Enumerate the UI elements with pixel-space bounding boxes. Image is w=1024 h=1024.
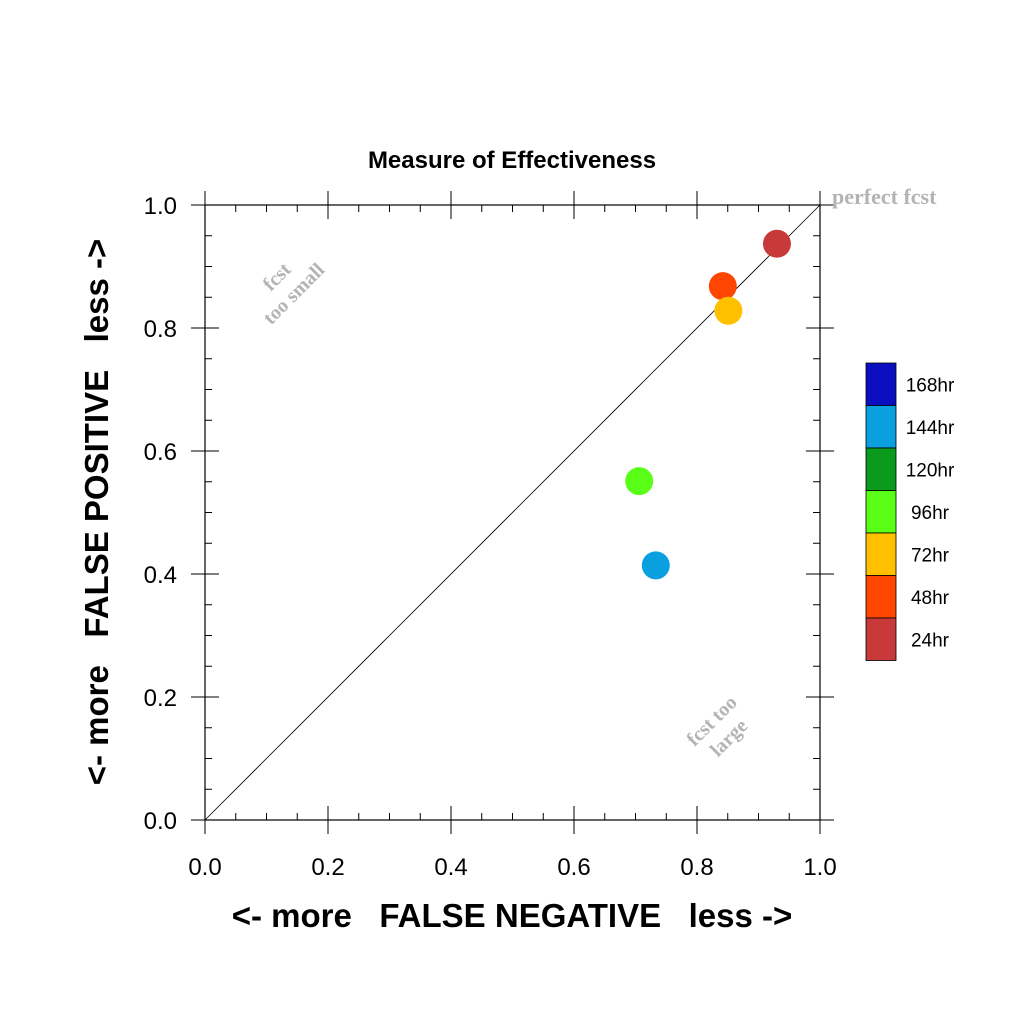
- x-tick-labels: 0.0 0.2 0.4 0.6 0.8 1.0: [188, 854, 836, 881]
- chart-title: Measure of Effectiveness: [368, 147, 656, 174]
- y-tick-label: 0.6: [144, 439, 177, 466]
- legend-swatch-168hr: [865, 362, 897, 406]
- legend-swatch-144hr: [865, 405, 897, 449]
- y-tick-labels: 0.0 0.2 0.4 0.6 0.8 1.0: [144, 193, 177, 835]
- legend-swatch-120hr: [865, 447, 897, 491]
- legend-label-24hr: 24hr: [911, 630, 950, 651]
- legend-swatch-24hr: [865, 617, 897, 661]
- x-tick-label: 0.2: [311, 854, 344, 881]
- legend-label-96hr: 96hr: [911, 503, 950, 524]
- legend-label-48hr: 48hr: [911, 588, 950, 609]
- legend-swatch-72hr: [865, 532, 897, 576]
- x-tick-label: 1.0: [803, 854, 836, 881]
- data-point-48hr: [708, 272, 737, 301]
- legend-label-120hr: 120hr: [906, 460, 955, 481]
- y-tick-label: 0.2: [144, 685, 177, 712]
- y-axis-label: <- more FALSE POSITIVE less ->: [78, 239, 115, 786]
- annotation-too-small: fcst too small: [259, 258, 330, 329]
- y-tick-label: 1.0: [144, 193, 177, 220]
- annotation-perfect-fcst: perfect fcst: [832, 184, 937, 209]
- y-tick-label: 0.0: [144, 808, 177, 835]
- x-tick-label: 0.4: [434, 854, 467, 881]
- major-ticks: [191, 191, 834, 834]
- data-point-96hr: [625, 467, 654, 496]
- y-tick-label: 0.8: [144, 316, 177, 343]
- x-axis-label: <- more FALSE NEGATIVE less ->: [232, 897, 793, 934]
- y-tick-label: 0.4: [144, 562, 177, 589]
- x-tick-label: 0.8: [680, 854, 713, 881]
- legend-label-72hr: 72hr: [911, 545, 950, 566]
- x-tick-label: 0.0: [188, 854, 221, 881]
- legend-swatch-96hr: [865, 490, 897, 534]
- legend: 168hr 144hr 120hr 96hr 72hr 48hr 24hr: [865, 362, 955, 661]
- annotation-too-large: fcst too large: [683, 692, 753, 762]
- data-point-72hr: [714, 296, 743, 325]
- legend-swatch-48hr: [865, 575, 897, 619]
- legend-label-168hr: 168hr: [906, 375, 955, 396]
- x-tick-label: 0.6: [557, 854, 590, 881]
- data-point-144hr: [641, 551, 670, 580]
- data-points: [625, 229, 791, 580]
- legend-label-144hr: 144hr: [906, 418, 955, 439]
- minor-ticks: [205, 205, 820, 820]
- data-point-24hr: [762, 229, 791, 258]
